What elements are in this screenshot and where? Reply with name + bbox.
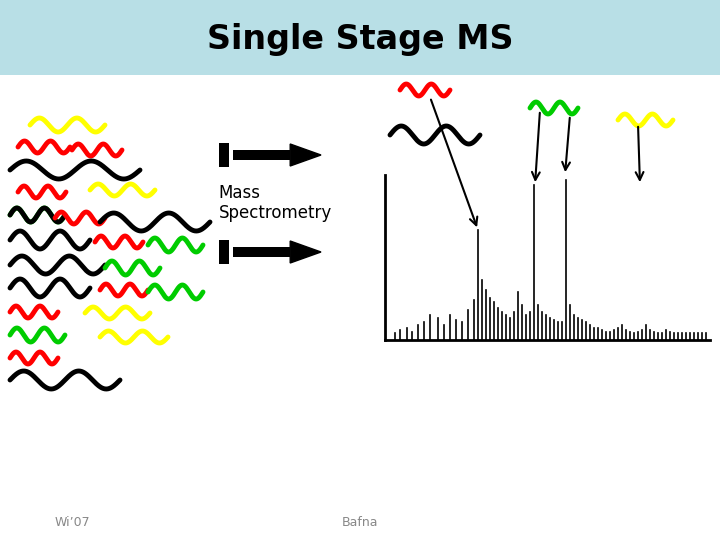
Text: Wi’07: Wi’07 xyxy=(55,516,91,529)
Polygon shape xyxy=(290,144,321,166)
FancyBboxPatch shape xyxy=(224,240,229,264)
Text: Mass
Spectrometry: Mass Spectrometry xyxy=(218,184,332,222)
FancyBboxPatch shape xyxy=(233,150,290,160)
FancyBboxPatch shape xyxy=(0,0,720,75)
Polygon shape xyxy=(290,241,321,263)
FancyBboxPatch shape xyxy=(233,247,290,256)
FancyBboxPatch shape xyxy=(224,144,229,166)
Text: Bafna: Bafna xyxy=(342,516,378,529)
Text: Single Stage MS: Single Stage MS xyxy=(207,24,513,57)
FancyBboxPatch shape xyxy=(219,240,224,264)
FancyBboxPatch shape xyxy=(219,144,224,166)
